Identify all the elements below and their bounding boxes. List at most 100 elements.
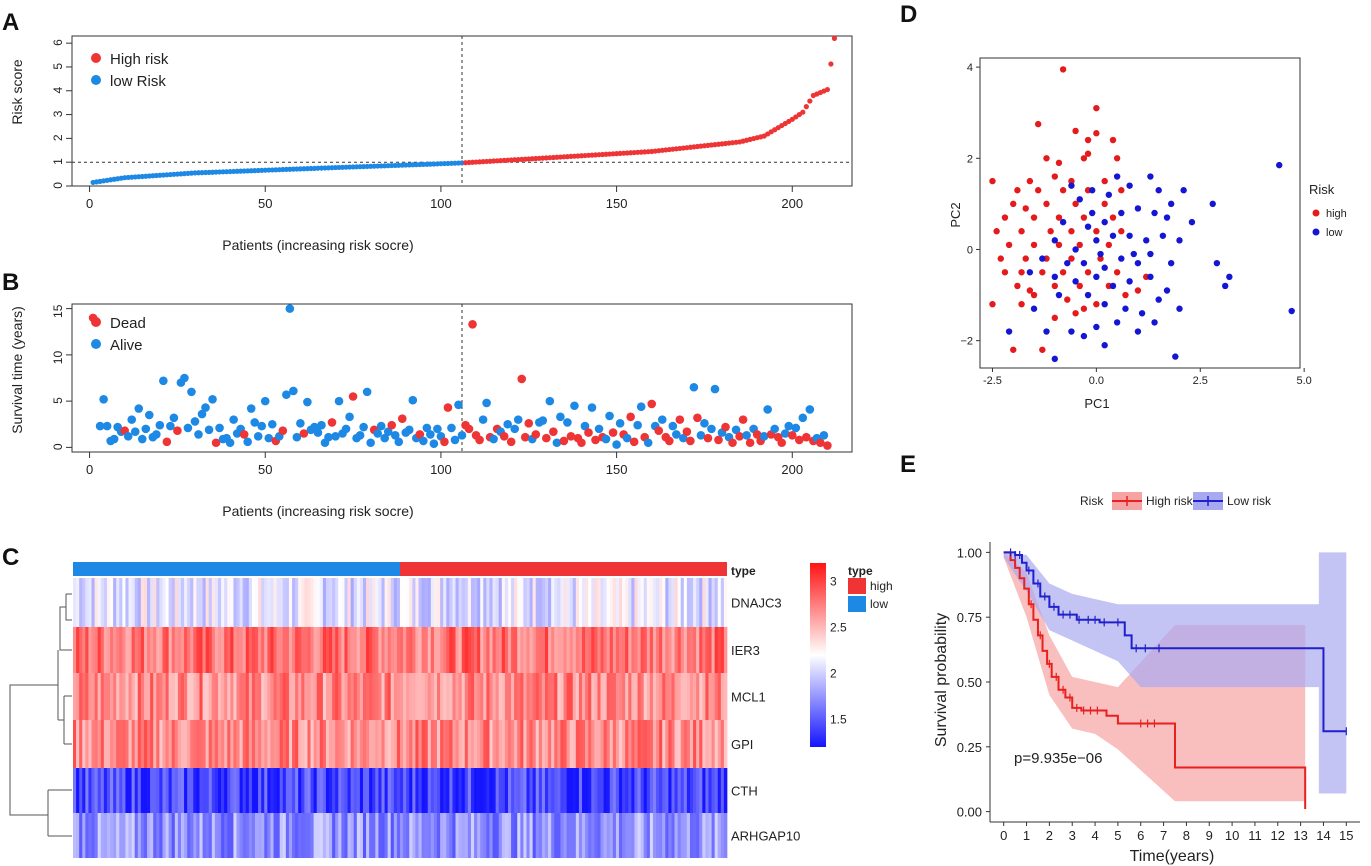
heatmap-cell bbox=[649, 627, 654, 673]
alive-patient-point bbox=[303, 397, 312, 407]
heatmap-cell bbox=[196, 673, 200, 720]
heatmap-cell bbox=[437, 578, 441, 627]
heatmap-cell bbox=[600, 578, 604, 627]
heatmap-cell bbox=[646, 813, 651, 858]
heatmap-cell bbox=[418, 720, 422, 768]
panel-b-ytick-label: 0 bbox=[51, 443, 65, 450]
heatmap-cell bbox=[79, 813, 83, 858]
heatmap-cell bbox=[184, 768, 188, 813]
heatmap-cell bbox=[85, 720, 89, 768]
heatmap-cell bbox=[168, 720, 173, 768]
pca-low-point bbox=[1147, 273, 1154, 281]
legend-dead-label: Dead bbox=[110, 315, 146, 332]
pca-low-point bbox=[1180, 187, 1187, 194]
heatmap-cell bbox=[79, 768, 83, 813]
dead-patient-point bbox=[524, 419, 534, 428]
heatmap-cell bbox=[535, 673, 540, 720]
heatmap-cell bbox=[662, 578, 666, 627]
alive-patient-point bbox=[580, 421, 590, 431]
heatmap-legend-high-label: high bbox=[870, 579, 893, 593]
heatmap-cell bbox=[353, 673, 358, 720]
pca-low-point bbox=[1068, 182, 1075, 189]
heatmap-cell bbox=[403, 813, 407, 858]
pca-low-point bbox=[1176, 305, 1183, 312]
heatmap-cell bbox=[82, 627, 86, 673]
heatmap-cell bbox=[288, 578, 293, 627]
heatmap-cell bbox=[258, 673, 262, 720]
heatmap-cell bbox=[597, 768, 601, 813]
heatmap-cell bbox=[184, 627, 188, 673]
heatmap-cell bbox=[424, 813, 429, 858]
dead-patient-point bbox=[682, 427, 692, 436]
heatmap-cell bbox=[437, 813, 441, 858]
pca-high-point bbox=[1014, 282, 1021, 290]
heatmap-cell bbox=[251, 578, 256, 627]
alive-patient-point bbox=[169, 413, 179, 423]
heatmap-cell bbox=[187, 627, 191, 673]
heatmap-cell bbox=[267, 768, 271, 813]
heatmap-cell bbox=[640, 768, 645, 813]
heatmap-cell bbox=[693, 673, 697, 720]
heatmap-cell bbox=[652, 627, 657, 673]
dead-patient-point bbox=[468, 320, 477, 329]
heatmap-cell bbox=[409, 673, 413, 720]
heatmap-cell bbox=[612, 578, 617, 627]
heatmap-cell bbox=[529, 768, 534, 813]
heatmap-cell bbox=[575, 627, 580, 673]
heatmap-cell bbox=[125, 720, 129, 768]
alive-patient-point bbox=[190, 417, 200, 426]
heatmap-cell bbox=[106, 578, 111, 627]
heatmap-cell bbox=[301, 720, 305, 768]
heatmap-cell bbox=[693, 768, 697, 813]
heatmap-cell bbox=[174, 578, 179, 627]
heatmap-cell bbox=[347, 627, 351, 673]
heatmap-cell bbox=[477, 720, 481, 768]
heatmap-cell bbox=[131, 720, 136, 768]
heatmap-cell bbox=[492, 673, 496, 720]
heatmap-cell bbox=[665, 768, 669, 813]
heatmap-cell bbox=[495, 768, 500, 813]
pca-high-point bbox=[1051, 173, 1059, 180]
alive-patient-point bbox=[819, 431, 829, 440]
panel-e-xtick-label: 6 bbox=[1137, 828, 1144, 843]
pca-high-point bbox=[1084, 269, 1092, 276]
heatmap-cell bbox=[94, 813, 99, 858]
dead-patient-point bbox=[787, 431, 797, 440]
heatmap-cell bbox=[449, 768, 453, 813]
heatmap-cell bbox=[171, 813, 176, 858]
heatmap-cell bbox=[381, 673, 385, 720]
pca-low-point bbox=[1176, 237, 1183, 244]
heatmap-cell bbox=[495, 673, 500, 720]
panel-e-ytick-label: 0.75 bbox=[957, 610, 982, 625]
heatmap-cell bbox=[134, 813, 139, 858]
heatmap-cell bbox=[572, 627, 577, 673]
heatmap-cell bbox=[693, 627, 697, 673]
heatmap-cell bbox=[248, 813, 253, 858]
heatmap-cell bbox=[180, 578, 185, 627]
heatmap-cell bbox=[474, 627, 478, 673]
heatmap-cell bbox=[433, 578, 438, 627]
heatmap-cell bbox=[446, 627, 450, 673]
heatmap-cell bbox=[693, 813, 697, 858]
heatmap-cell bbox=[390, 768, 395, 813]
heatmap-cell bbox=[307, 768, 311, 813]
heatmap-cell bbox=[137, 627, 142, 673]
heatmap-cell bbox=[276, 673, 281, 720]
pca-low-point bbox=[1209, 200, 1216, 208]
heatmap-cell bbox=[415, 578, 419, 627]
heatmap-cell bbox=[168, 627, 173, 673]
heatmap-cell bbox=[560, 813, 564, 858]
heatmap-cell bbox=[535, 720, 540, 768]
heatmap-cell bbox=[643, 673, 648, 720]
heatmap-cell bbox=[369, 720, 373, 768]
heatmap-cell bbox=[211, 720, 216, 768]
heatmap-cell bbox=[190, 813, 194, 858]
heatmap-cell bbox=[245, 627, 250, 673]
pca-high-point bbox=[1022, 255, 1029, 262]
heatmap-cell bbox=[625, 720, 629, 768]
heatmap-cell bbox=[310, 627, 314, 673]
pca-high-point bbox=[1018, 228, 1025, 235]
legend-alive-label: Alive bbox=[110, 337, 143, 354]
dead-patient-point bbox=[802, 432, 811, 442]
heatmap-cell bbox=[301, 578, 305, 627]
